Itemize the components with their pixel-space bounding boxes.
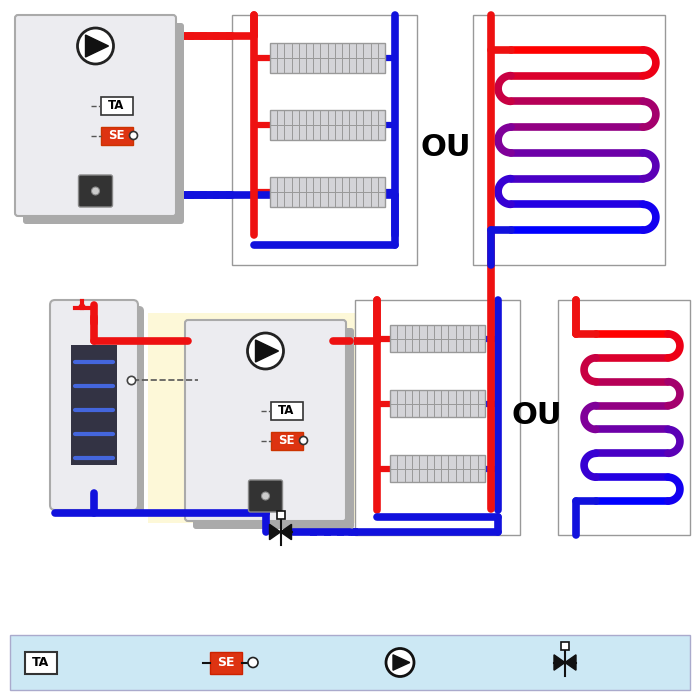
Bar — [390, 390, 485, 417]
Bar — [558, 300, 690, 535]
Circle shape — [248, 657, 258, 668]
Text: OU: OU — [421, 134, 471, 162]
FancyBboxPatch shape — [248, 480, 283, 512]
Circle shape — [130, 132, 137, 139]
Bar — [561, 641, 569, 650]
Text: SE: SE — [108, 129, 125, 142]
Bar — [270, 43, 385, 73]
Bar — [101, 97, 132, 115]
Circle shape — [248, 333, 284, 369]
Circle shape — [386, 648, 414, 676]
Bar — [148, 313, 378, 523]
FancyBboxPatch shape — [193, 328, 354, 529]
Bar — [270, 402, 302, 419]
Text: SE: SE — [217, 656, 234, 669]
Bar — [390, 325, 485, 352]
Polygon shape — [281, 524, 291, 540]
Text: TA: TA — [32, 656, 50, 669]
Bar — [355, 300, 520, 535]
Bar — [270, 431, 302, 449]
Text: OU: OU — [512, 400, 562, 430]
Bar — [270, 177, 385, 207]
Polygon shape — [270, 524, 281, 540]
FancyBboxPatch shape — [56, 306, 144, 516]
Polygon shape — [85, 35, 108, 57]
Bar — [270, 110, 385, 140]
Circle shape — [262, 492, 270, 500]
FancyBboxPatch shape — [15, 15, 176, 216]
Polygon shape — [256, 340, 279, 362]
Circle shape — [78, 28, 113, 64]
Text: TA: TA — [279, 404, 295, 417]
Bar — [232, 15, 417, 265]
FancyBboxPatch shape — [185, 320, 346, 521]
Polygon shape — [393, 654, 410, 670]
Bar — [473, 15, 665, 265]
Circle shape — [92, 187, 99, 195]
Bar — [390, 455, 485, 482]
Polygon shape — [78, 302, 86, 308]
Bar — [10, 635, 690, 690]
Bar — [210, 652, 242, 673]
Circle shape — [300, 437, 307, 444]
Bar — [25, 652, 57, 673]
Text: TA: TA — [108, 99, 125, 112]
FancyBboxPatch shape — [50, 300, 138, 510]
FancyBboxPatch shape — [78, 175, 113, 207]
Bar — [101, 127, 132, 144]
Polygon shape — [565, 654, 576, 670]
Text: SE: SE — [279, 434, 295, 447]
Bar — [276, 511, 284, 519]
Polygon shape — [554, 654, 565, 670]
Bar — [71, 345, 118, 465]
FancyBboxPatch shape — [23, 23, 184, 224]
